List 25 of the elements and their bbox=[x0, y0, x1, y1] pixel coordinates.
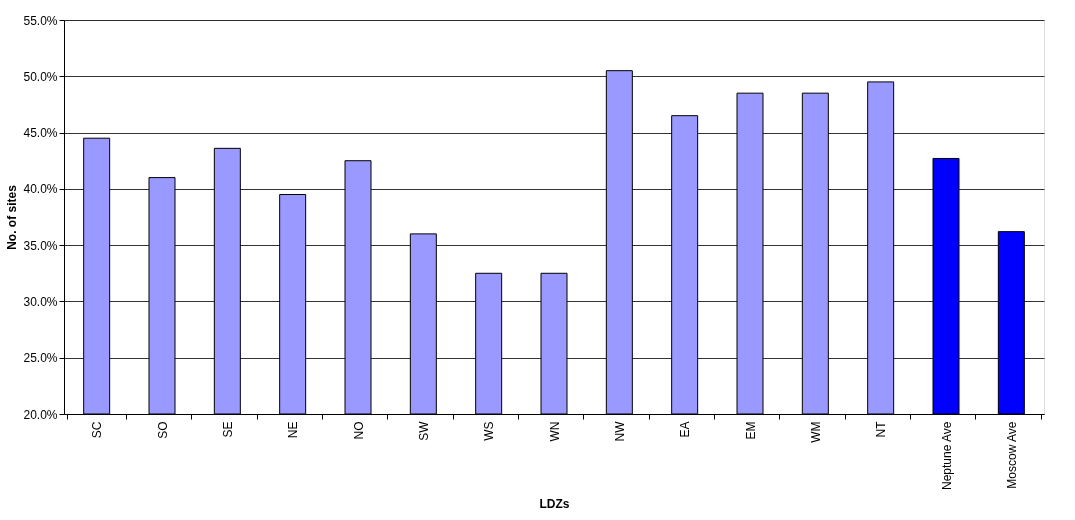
x-tick-label: EA bbox=[678, 421, 693, 438]
y-tick-label: 40.0% bbox=[23, 182, 58, 197]
y-tick-label: 50.0% bbox=[23, 69, 58, 84]
x-tick-label: SO bbox=[155, 421, 170, 439]
y-tick-label: 55.0% bbox=[23, 13, 58, 28]
x-tick-label: SW bbox=[416, 420, 431, 441]
x-tick-label: EM bbox=[743, 421, 758, 440]
y-tick-label: 35.0% bbox=[23, 238, 58, 253]
y-tick-label: 25.0% bbox=[23, 351, 58, 366]
y-axis-title: No. of sites bbox=[5, 184, 20, 250]
x-tick-label: NE bbox=[286, 421, 301, 439]
x-tick-label: NT bbox=[874, 420, 889, 438]
x-tick-label: WM bbox=[808, 421, 823, 443]
y-tick-label: 45.0% bbox=[23, 126, 58, 141]
x-tick-label: NO bbox=[351, 421, 366, 440]
x-tick-label: SE bbox=[220, 421, 235, 438]
x-tick-label: WS bbox=[482, 421, 497, 441]
y-tick-label: 30.0% bbox=[23, 294, 58, 309]
x-tick-label: NW bbox=[612, 420, 627, 442]
x-tick-label: Moscow Ave bbox=[1004, 421, 1019, 489]
x-tick-label: SC bbox=[90, 421, 105, 439]
x-axis-title: LDZs bbox=[539, 496, 570, 511]
y-tick-label: 20.0% bbox=[23, 407, 58, 422]
x-tick-label: Neptune Ave bbox=[939, 421, 954, 491]
x-tick-label: WN bbox=[547, 421, 562, 442]
